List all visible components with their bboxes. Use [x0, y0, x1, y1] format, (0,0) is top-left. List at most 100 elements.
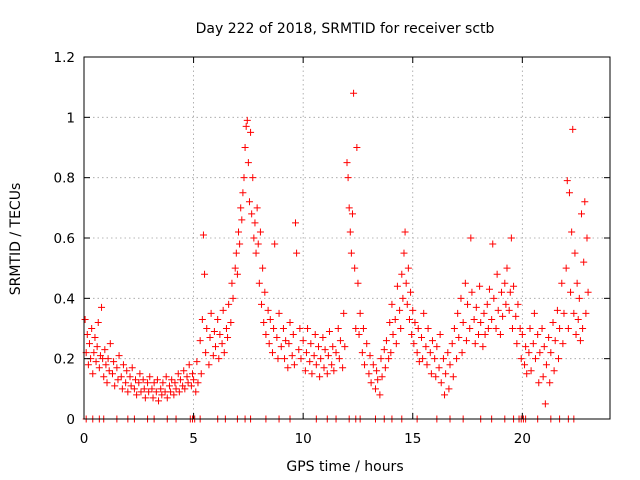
- data-point: [377, 355, 385, 363]
- data-point: [163, 394, 171, 402]
- data-point: [410, 340, 418, 348]
- data-point: [232, 249, 240, 257]
- axis-ticks: 0 0.2 0.4 0.6 0.8 1 1.2 0 5 10 15 20: [54, 50, 610, 447]
- data-point: [132, 376, 140, 384]
- data-point: [499, 312, 507, 320]
- data-point: [139, 376, 147, 384]
- data-point: [458, 349, 466, 357]
- data-point: [576, 337, 584, 345]
- data-point: [268, 349, 276, 357]
- data-point: [311, 331, 319, 339]
- data-point: [92, 358, 100, 366]
- data-point: [117, 373, 125, 381]
- data-point: [212, 343, 219, 351]
- data-point: [530, 309, 538, 317]
- data-point: [162, 373, 170, 381]
- data-point: [367, 379, 375, 387]
- data-point: [190, 376, 198, 384]
- data-point: [366, 352, 374, 360]
- data-point: [243, 116, 251, 124]
- data-point: [341, 343, 349, 351]
- data-point: [231, 264, 239, 272]
- data-point: [188, 370, 196, 378]
- data-point: [402, 279, 410, 287]
- data-point: [553, 306, 561, 314]
- data-point: [529, 340, 537, 348]
- data-point: [104, 355, 112, 363]
- data-point: [432, 373, 440, 381]
- data-point: [453, 355, 461, 363]
- data-point: [85, 340, 93, 348]
- data-point: [354, 279, 362, 287]
- data-point: [123, 367, 131, 375]
- data-point: [475, 331, 482, 339]
- data-point: [558, 279, 566, 287]
- data-point: [409, 306, 417, 314]
- data-point: [348, 210, 356, 218]
- data-point: [101, 346, 109, 354]
- data-point: [536, 349, 544, 357]
- data-point: [153, 376, 161, 384]
- data-point: [214, 315, 222, 323]
- data-point: [345, 204, 353, 212]
- data-point: [293, 249, 301, 257]
- data-point: [215, 355, 223, 363]
- data-point: [254, 240, 262, 248]
- data-points: [81, 89, 592, 423]
- data-point: [431, 355, 439, 363]
- chart-title: Day 222 of 2018, SRMTID for receiver sct…: [196, 21, 495, 37]
- data-point: [119, 361, 127, 369]
- data-point: [525, 349, 533, 357]
- data-point: [295, 346, 303, 354]
- data-point: [573, 279, 581, 287]
- data-point: [397, 325, 405, 332]
- data-point: [466, 325, 474, 332]
- data-point: [461, 279, 469, 287]
- data-point: [239, 189, 247, 197]
- data-point: [522, 343, 530, 351]
- data-point: [479, 343, 487, 351]
- data-point: [299, 337, 307, 345]
- data-point: [481, 331, 489, 339]
- data-point: [510, 282, 518, 290]
- y-tick-label: 1: [66, 110, 75, 126]
- data-point: [408, 331, 416, 339]
- data-point: [155, 397, 163, 405]
- x-tick-label: 10: [295, 431, 312, 447]
- data-point: [199, 231, 207, 239]
- data-point: [262, 331, 270, 339]
- data-point: [546, 379, 554, 387]
- data-point: [328, 361, 336, 369]
- data-point: [369, 361, 377, 369]
- data-point: [358, 349, 366, 357]
- data-point: [535, 379, 543, 387]
- data-point: [388, 300, 396, 308]
- data-point: [102, 361, 110, 369]
- data-point: [277, 343, 285, 351]
- data-point: [146, 373, 154, 381]
- data-point: [439, 355, 447, 363]
- data-point: [565, 189, 573, 197]
- data-point: [207, 309, 215, 317]
- data-point: [184, 379, 192, 387]
- data-point: [464, 300, 472, 308]
- data-point: [433, 343, 441, 351]
- data-point: [344, 174, 352, 182]
- data-point: [91, 334, 99, 342]
- data-point: [572, 331, 580, 339]
- data-point: [365, 370, 373, 378]
- data-point: [168, 376, 176, 384]
- data-point: [237, 204, 245, 212]
- data-point: [183, 373, 191, 381]
- data-point: [448, 340, 456, 348]
- data-point: [308, 370, 316, 378]
- data-point: [157, 385, 165, 393]
- data-point: [526, 325, 534, 332]
- data-point: [580, 258, 588, 266]
- data-point: [304, 325, 312, 332]
- data-point: [209, 352, 217, 360]
- data-point: [325, 328, 333, 336]
- data-point: [320, 364, 328, 372]
- data-point: [242, 122, 250, 130]
- data-point: [441, 391, 449, 399]
